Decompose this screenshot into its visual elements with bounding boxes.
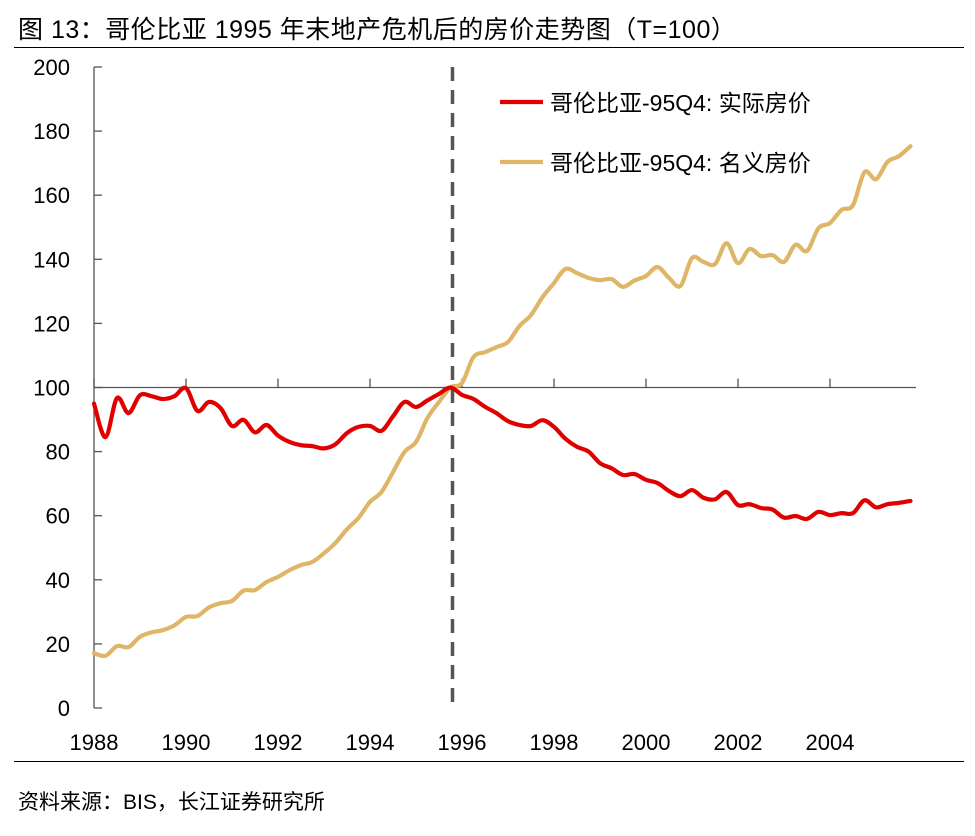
title-divider — [14, 47, 964, 48]
y-axis: 0 20 40 60 80 100 120 140 160 180 200 — [33, 55, 102, 721]
x-axis: 1988 1990 1992 1994 1996 1998 2000 2002 2004 — [70, 378, 916, 755]
x-tick-label: 1998 — [530, 730, 579, 755]
x-tick-label: 1988 — [70, 730, 119, 755]
x-tick-label: 1996 — [438, 730, 487, 755]
x-tick-label: 1990 — [162, 730, 211, 755]
y-tick-label: 20 — [46, 632, 70, 657]
y-tick-label: 40 — [46, 568, 70, 593]
y-tick-label: 120 — [33, 311, 70, 336]
source-note: 资料来源：BIS，长江证券研究所 — [18, 791, 325, 814]
x-tick-label: 1992 — [254, 730, 303, 755]
x-tick-label: 2002 — [714, 730, 763, 755]
series-line-nominal-price — [91, 144, 913, 659]
y-tick-label: 200 — [33, 55, 70, 80]
y-tick-label: 0 — [58, 696, 70, 721]
x-tick-label: 2000 — [622, 730, 671, 755]
x-tick-label: 1994 — [346, 730, 395, 755]
legend-label: 哥伦比亚-95Q4: 实际房价 — [550, 90, 811, 116]
source-divider — [14, 761, 964, 762]
x-tick-label: 2004 — [806, 730, 855, 755]
y-tick-label: 80 — [46, 440, 70, 465]
y-tick-label: 160 — [33, 183, 70, 208]
legend-label: 哥伦比亚-95Q4: 名义房价 — [550, 150, 811, 176]
y-tick-label: 180 — [33, 119, 70, 144]
figure-title: 图 13：哥伦比亚 1995 年末地产危机后的房价走势图（T=100） — [18, 16, 737, 44]
y-tick-label: 60 — [46, 504, 70, 529]
y-tick-label: 100 — [33, 376, 70, 401]
series-lines — [91, 144, 913, 659]
y-tick-label: 140 — [33, 247, 70, 272]
series-line-real-price — [91, 385, 913, 522]
